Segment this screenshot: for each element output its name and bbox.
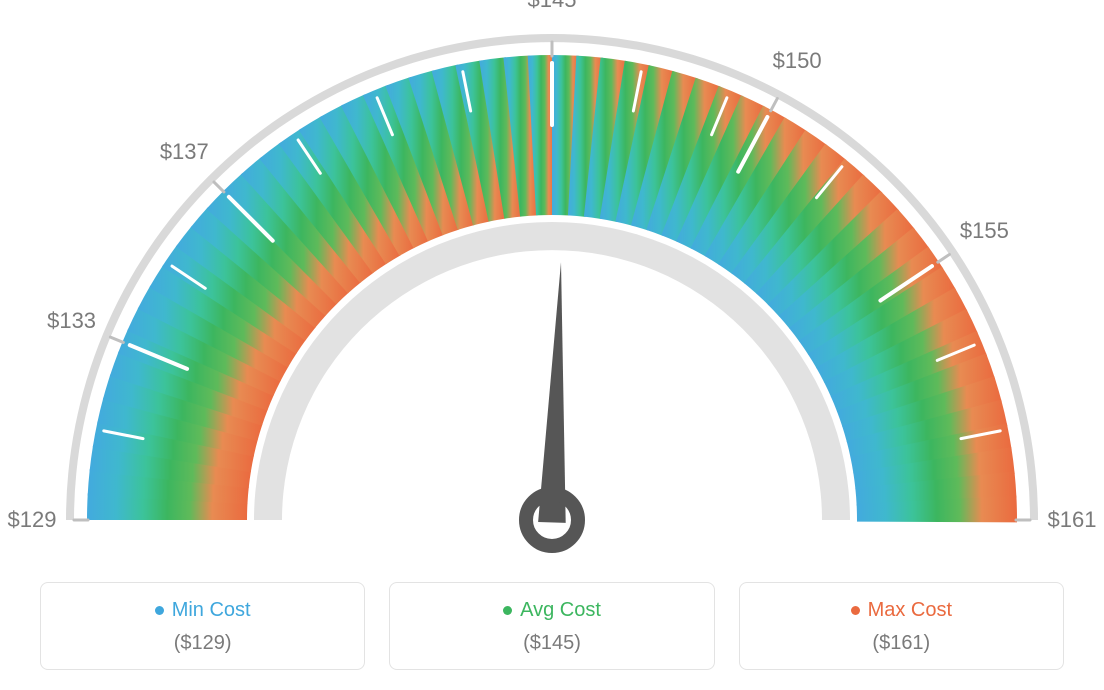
legend-dot-min: [155, 606, 164, 615]
legend-title-max: Max Cost: [851, 599, 952, 622]
gauge-chart: $129 $133 $137 $145 $150 $155 $161: [0, 0, 1104, 560]
gauge-tick-label: $155: [960, 218, 1009, 244]
legend-dot-max: [851, 606, 860, 615]
gauge-svg: [0, 0, 1104, 560]
legend-title-text-avg: Avg Cost: [520, 599, 601, 622]
legend-title-text-max: Max Cost: [868, 599, 952, 622]
legend-title-avg: Avg Cost: [503, 599, 601, 622]
gauge-tick-label: $145: [528, 0, 577, 13]
legend-value-min: ($129): [51, 632, 354, 655]
gauge-tick-label: $161: [1048, 507, 1097, 533]
gauge-tick-label: $137: [160, 139, 209, 165]
gauge-tick-label: $150: [773, 48, 822, 74]
gauge-tick-label: $133: [47, 308, 96, 334]
gauge-tick-label: $129: [8, 507, 57, 533]
legend-title-text-min: Min Cost: [172, 599, 251, 622]
legend-card-min: Min Cost ($129): [40, 582, 365, 670]
legend-card-max: Max Cost ($161): [739, 582, 1064, 670]
legend-row: Min Cost ($129) Avg Cost ($145) Max Cost…: [0, 582, 1104, 670]
legend-dot-avg: [503, 606, 512, 615]
legend-card-avg: Avg Cost ($145): [389, 582, 714, 670]
legend-title-min: Min Cost: [155, 599, 251, 622]
legend-value-avg: ($145): [400, 632, 703, 655]
legend-value-max: ($161): [750, 632, 1053, 655]
